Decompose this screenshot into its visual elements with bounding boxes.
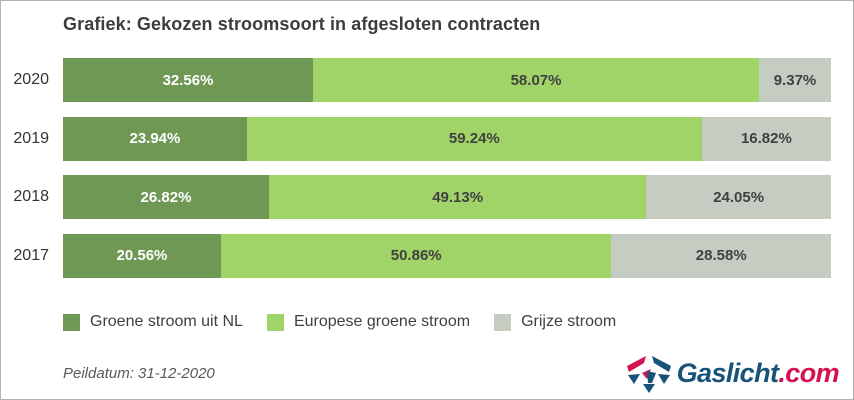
chart-row-2019: 2019 23.94% 59.24% 16.82% — [1, 116, 831, 161]
peildatum-note: Peildatum: 31-12-2020 — [63, 364, 215, 382]
chart-row-2020: 2020 32.56% 58.07% 9.37% — [1, 58, 831, 102]
stacked-bar: 20.56% 50.86% 28.58% — [63, 233, 831, 278]
bar-segment: 32.56% — [63, 58, 314, 102]
bar-segment: 16.82% — [701, 116, 831, 161]
chart-footer: Peildatum: 31-12-2020 Gaslicht.com — [63, 349, 840, 397]
stacked-bar-chart: 2020 32.56% 58.07% 9.37% 2019 23.94% 59.24% 16.… — [1, 58, 831, 292]
bar-segment: 23.94% — [63, 116, 247, 161]
stacked-bar: 26.82% 49.13% 24.05% — [63, 175, 831, 219]
gaslicht-logo: Gaslicht.com — [626, 353, 840, 393]
bar-segment: 20.56% — [63, 233, 221, 278]
category-label: 2020 — [13, 71, 49, 88]
chart-row-2017: 2017 20.56% 50.86% 28.58% — [1, 233, 831, 278]
gaslicht-logo-text: Gaslicht.com — [676, 357, 840, 389]
chart-legend: Groene stroom uit NL Europese groene stro… — [63, 313, 616, 331]
category-label: 2018 — [13, 188, 49, 205]
bar-segment: 26.82% — [63, 175, 269, 219]
bar-segment: 9.37% — [759, 58, 831, 102]
stacked-bar: 32.56% 58.07% 9.37% — [63, 58, 831, 102]
bar-segment: 49.13% — [268, 175, 647, 219]
legend-label: Groene stroom uit NL — [90, 313, 243, 330]
category-label: 2017 — [13, 246, 49, 264]
chart-row-2018: 2018 26.82% 49.13% 24.05% — [1, 175, 831, 219]
legend-label: Europese groene stroom — [293, 313, 471, 330]
legend-swatch — [63, 313, 80, 331]
legend-swatch — [494, 313, 512, 331]
legend-item: Grijze stroom — [494, 313, 616, 331]
bar-segment: 58.07% — [313, 58, 760, 102]
legend-item: Europese groene stroom — [266, 313, 471, 331]
bar-segment: 50.86% — [220, 233, 612, 278]
bar-segment: 59.24% — [246, 116, 702, 161]
chart-title: Grafiek: Gekozen stroomsoort in afgeslot… — [63, 14, 541, 34]
logo-name: Gaslicht — [676, 357, 779, 388]
category-label: 2019 — [13, 129, 49, 147]
legend-label: Grijze stroom — [521, 313, 617, 330]
legend-item: Groene stroom uit NL — [63, 313, 243, 331]
bar-segment: 24.05% — [646, 175, 831, 219]
legend-swatch — [266, 313, 284, 331]
bar-segment: 28.58% — [611, 233, 831, 278]
logo-tld: .com — [778, 357, 839, 388]
stacked-bar: 23.94% 59.24% 16.82% — [63, 116, 831, 161]
gaslicht-flame-icon — [626, 356, 671, 393]
